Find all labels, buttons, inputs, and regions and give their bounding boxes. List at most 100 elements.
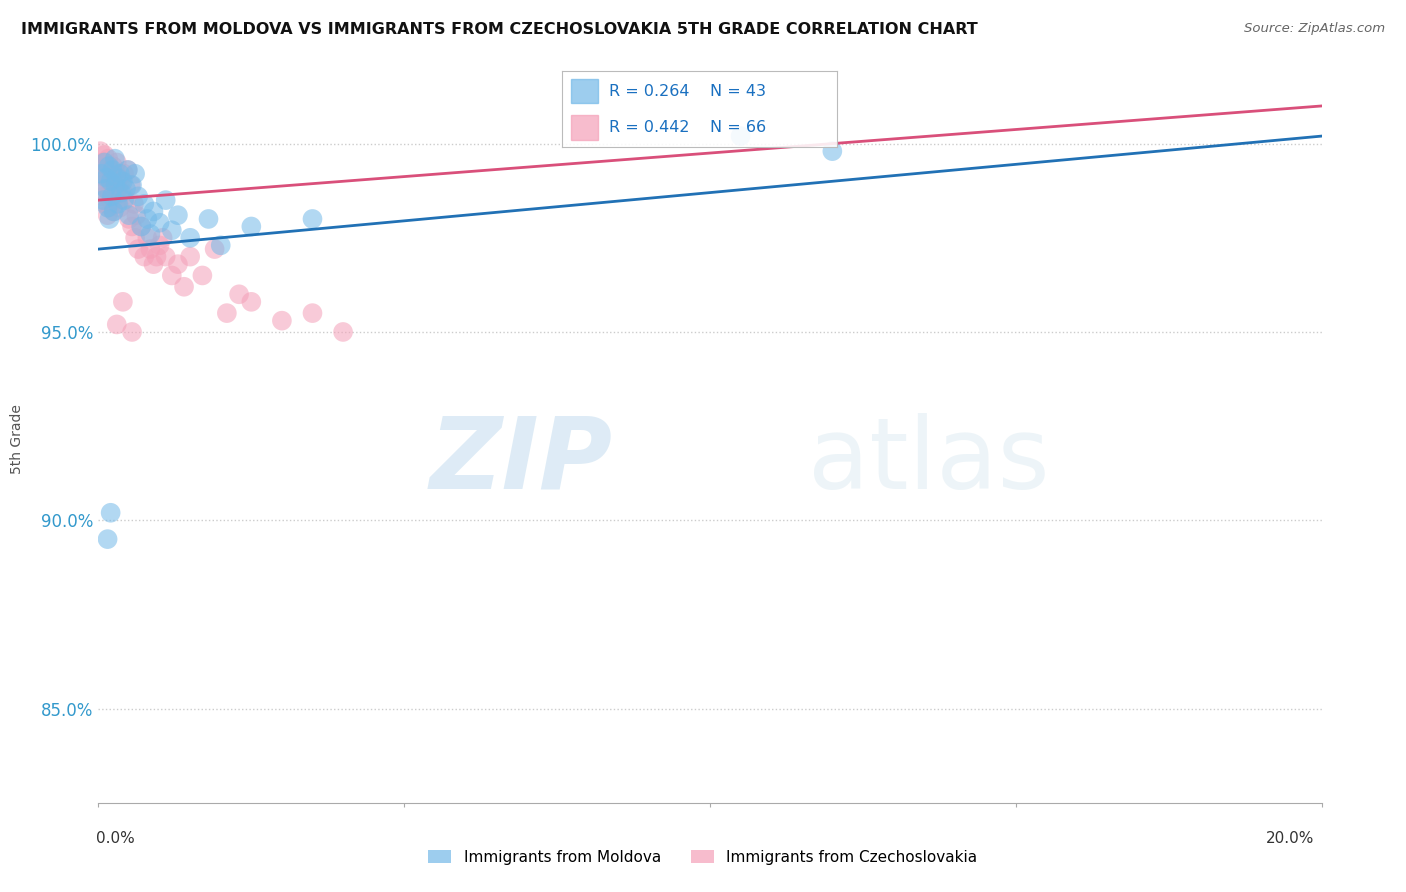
Bar bbox=[571, 115, 598, 140]
Point bbox=[209, 238, 232, 252]
Point bbox=[134, 197, 156, 211]
Point bbox=[124, 167, 146, 181]
Point bbox=[152, 231, 174, 245]
Text: R = 0.442    N = 66: R = 0.442 N = 66 bbox=[609, 120, 766, 135]
Bar bbox=[571, 79, 598, 103]
Point bbox=[127, 242, 149, 256]
Point bbox=[129, 219, 152, 234]
Point bbox=[240, 219, 263, 234]
Point bbox=[111, 174, 134, 188]
Point bbox=[103, 204, 125, 219]
Point bbox=[197, 211, 219, 226]
Point bbox=[91, 178, 114, 192]
Point bbox=[191, 268, 214, 283]
Text: Source: ZipAtlas.com: Source: ZipAtlas.com bbox=[1244, 22, 1385, 36]
Text: IMMIGRANTS FROM MOLDOVA VS IMMIGRANTS FROM CZECHOSLOVAKIA 5TH GRADE CORRELATION : IMMIGRANTS FROM MOLDOVA VS IMMIGRANTS FR… bbox=[21, 22, 977, 37]
Point bbox=[111, 294, 134, 309]
Text: ZIP: ZIP bbox=[429, 413, 612, 509]
Point bbox=[139, 227, 162, 241]
Point bbox=[103, 204, 125, 219]
Point bbox=[125, 208, 148, 222]
Point bbox=[107, 182, 129, 196]
Point bbox=[90, 167, 112, 181]
Point bbox=[228, 287, 250, 301]
Point bbox=[110, 186, 132, 200]
Point bbox=[111, 186, 134, 200]
Point bbox=[145, 250, 167, 264]
Point bbox=[97, 201, 120, 215]
Point bbox=[91, 155, 114, 169]
Point bbox=[110, 174, 132, 188]
Point bbox=[115, 193, 138, 207]
Point bbox=[121, 219, 143, 234]
Point bbox=[105, 155, 128, 169]
Point bbox=[105, 318, 128, 332]
Point bbox=[179, 231, 201, 245]
Point bbox=[101, 178, 124, 192]
Point bbox=[155, 193, 177, 207]
Point bbox=[104, 178, 127, 192]
Point bbox=[97, 201, 120, 215]
Point bbox=[97, 152, 120, 166]
Point bbox=[160, 223, 183, 237]
Point bbox=[104, 167, 127, 181]
Point bbox=[129, 219, 152, 234]
Point bbox=[103, 174, 125, 188]
Point bbox=[122, 197, 145, 211]
Point bbox=[107, 197, 129, 211]
Point bbox=[120, 178, 142, 192]
Point bbox=[270, 313, 294, 327]
Point bbox=[117, 163, 139, 178]
Point bbox=[100, 174, 122, 188]
Point bbox=[204, 242, 226, 256]
Point bbox=[149, 216, 172, 230]
Point bbox=[121, 178, 143, 192]
Point bbox=[101, 159, 124, 173]
Point bbox=[134, 250, 156, 264]
Point bbox=[101, 163, 124, 178]
Text: 20.0%: 20.0% bbox=[1267, 831, 1315, 846]
Point bbox=[105, 197, 128, 211]
Point bbox=[100, 193, 122, 207]
Point bbox=[240, 294, 263, 309]
Point bbox=[94, 182, 117, 196]
Point bbox=[118, 208, 141, 222]
Point bbox=[112, 167, 135, 181]
Point bbox=[100, 506, 122, 520]
Point bbox=[117, 163, 139, 178]
Point bbox=[93, 148, 115, 162]
Text: 0.0%: 0.0% bbox=[96, 831, 135, 846]
Point bbox=[301, 211, 323, 226]
Point bbox=[93, 170, 115, 185]
Point bbox=[89, 144, 111, 158]
Point bbox=[167, 257, 190, 271]
Point bbox=[90, 163, 112, 178]
Point bbox=[101, 170, 124, 185]
Point bbox=[105, 170, 128, 185]
Point bbox=[215, 306, 238, 320]
Point bbox=[149, 238, 172, 252]
Point bbox=[115, 182, 138, 196]
Point bbox=[97, 159, 120, 173]
Point bbox=[108, 201, 131, 215]
Point bbox=[127, 189, 149, 203]
Point bbox=[101, 189, 124, 203]
Point bbox=[97, 208, 120, 222]
Point bbox=[332, 325, 354, 339]
Point bbox=[98, 211, 121, 226]
Point bbox=[91, 189, 114, 203]
Y-axis label: 5th Grade: 5th Grade bbox=[10, 404, 24, 475]
Point bbox=[136, 211, 159, 226]
Text: atlas: atlas bbox=[808, 413, 1049, 509]
Point bbox=[121, 325, 143, 339]
Point bbox=[821, 144, 844, 158]
Point bbox=[160, 268, 183, 283]
Point bbox=[100, 163, 122, 178]
Point bbox=[97, 532, 120, 546]
Point bbox=[142, 257, 165, 271]
Legend: Immigrants from Moldova, Immigrants from Czechoslovakia: Immigrants from Moldova, Immigrants from… bbox=[422, 844, 984, 871]
Point bbox=[96, 159, 118, 173]
Point bbox=[118, 211, 141, 226]
Point bbox=[94, 197, 117, 211]
Point bbox=[94, 167, 117, 181]
